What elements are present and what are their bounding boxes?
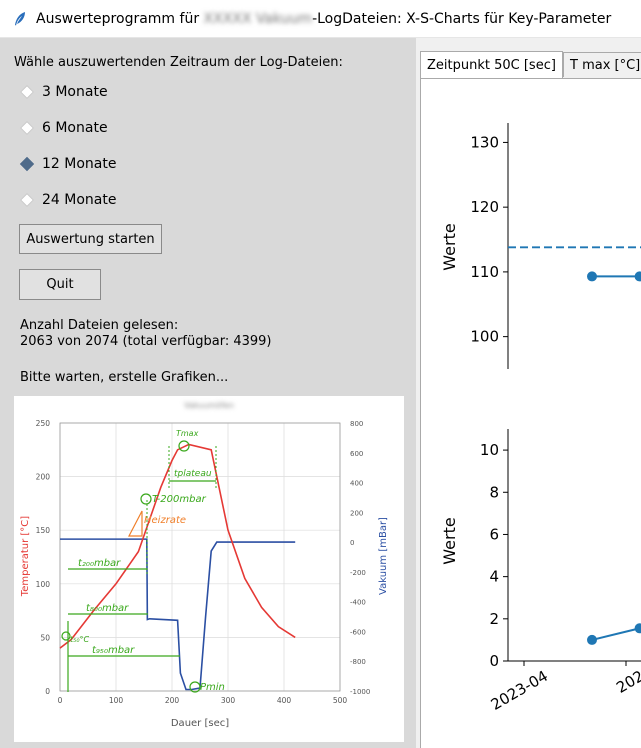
start-analysis-button[interactable]: Auswertung starten — [19, 224, 162, 254]
top-chart-y-label: Werte — [440, 223, 459, 270]
window-titlebar: Auswerteprogramm für XXXXX Vakuum-LogDat… — [0, 0, 641, 38]
radio-indicator[interactable] — [19, 192, 35, 208]
x-tick-label: 0 — [58, 696, 63, 705]
top-chart-point — [587, 271, 597, 282]
radio-label: 12 Monate — [42, 156, 117, 172]
y-tick-label: 6 — [489, 525, 499, 543]
y-tick-label: 0 — [489, 652, 499, 670]
control-panel: Wähle auszuwertenden Zeitraum der Log-Da… — [0, 38, 416, 748]
tab-t-max[interactable]: T max [°C] — [563, 52, 641, 77]
y-tick-label: 2 — [489, 610, 499, 628]
bottom-chart-y-label: Werte — [440, 517, 459, 564]
y-left-tick-label: 50 — [40, 633, 50, 642]
annotation-circle — [189, 681, 201, 693]
feather-icon — [15, 11, 25, 25]
y-right-tick-label: 800 — [350, 420, 363, 428]
x-tick-label: 100 — [109, 696, 124, 705]
radio-label: 3 Monate — [42, 84, 108, 100]
reference-plot-ticks: 0 100 200 300 400 500 0 50 100 150 200 250 -1000 -800… — [36, 419, 371, 705]
annotation-heizrate-text: Heizrate — [144, 515, 186, 526]
radio-12-monate[interactable]: 12 Monate — [19, 156, 117, 172]
top-chart-ticks: 130 120 110 100 — [470, 133, 508, 346]
annotation-tmax-text: Tmax — [176, 429, 199, 438]
y-right-tick-label: 400 — [350, 480, 363, 488]
chart-notebook: Zeitpunkt 50C [sec] T max [°C] 130 120 110… — [416, 38, 641, 748]
y-right-tick-label: 200 — [350, 509, 363, 517]
files-read-value: 2063 von 2074 (total verfügbar: 4399) — [20, 334, 272, 349]
reference-plot-svg: Vakuumöfen 0 100 200 300 400 500 0 50 100 150 200 2… — [20, 401, 389, 729]
radio-3-monate[interactable]: 3 Monate — [19, 84, 108, 100]
y-tick-label: 120 — [470, 198, 499, 216]
radio-label: 6 Monate — [42, 120, 108, 136]
y-left-tick-label: 200 — [36, 473, 51, 482]
x-tick-label: 500 — [333, 696, 348, 705]
y-right-tick-label: -1000 — [350, 688, 370, 696]
tab-panel: 130 120 110 100 Werte 10 8 6 4 2 0 Werte 2023-04… — [420, 78, 641, 748]
bottom-chart-point — [634, 623, 641, 634]
x-tick-label: 400 — [277, 696, 292, 705]
y-left-tick-label: 150 — [36, 526, 51, 535]
y-tick-label: 100 — [470, 328, 499, 346]
annotation-t50-text: t₅₀°C — [70, 635, 90, 644]
radio-indicator[interactable] — [19, 84, 35, 100]
top-chart-series-line — [592, 275, 641, 278]
y-right-tick-label: 0 — [350, 539, 354, 547]
annotation-circle — [61, 631, 71, 641]
reference-y-right-label: Vakuum [mBar] — [378, 517, 389, 595]
quit-button[interactable]: Quit — [19, 269, 101, 300]
y-tick-label: 8 — [489, 483, 499, 501]
reference-x-axis-label: Dauer [sec] — [171, 718, 229, 729]
y-right-tick-label: -200 — [350, 569, 366, 577]
top-chart-point — [634, 271, 641, 282]
reference-process-plot: Vakuumöfen 0 100 200 300 400 500 0 50 100 150 200 2… — [14, 396, 404, 742]
period-prompt: Wähle auszuwertenden Zeitraum der Log-Da… — [14, 55, 343, 70]
y-right-tick-label: 600 — [350, 450, 363, 458]
annotation-plateau-text: tplateau — [174, 469, 212, 479]
radio-label: 24 Monate — [42, 192, 117, 208]
y-tick-label: 10 — [480, 441, 499, 459]
top-chart-points — [587, 271, 641, 282]
annotation-t950-text: t₉₅₀mbar — [92, 645, 135, 656]
annotation-circle — [140, 493, 152, 505]
annotation-circle — [178, 440, 190, 452]
annotation-t200-temp-text: T-200mbar — [152, 494, 207, 505]
radio-6-monate[interactable]: 6 Monate — [19, 120, 108, 136]
vacuum-curve — [60, 538, 296, 691]
annotation-pmin-text: Pmin — [200, 682, 225, 693]
tab-zeitpunkt-50c[interactable]: Zeitpunkt 50C [sec] — [420, 51, 563, 78]
y-tick-label: 130 — [470, 133, 499, 151]
x-tick-label-2023-04: 2023-04 — [488, 667, 551, 714]
radio-indicator[interactable] — [19, 156, 35, 172]
reference-y-left-label: Temperatur [°C] — [20, 516, 31, 597]
x-tick-label: 300 — [221, 696, 236, 705]
y-right-tick-label: -800 — [350, 658, 366, 666]
window-title-redacted: XXXXX Vakuum — [203, 10, 313, 27]
xs-chart-svg: 130 120 110 100 Werte 10 8 6 4 2 0 Werte 2023-04… — [440, 123, 641, 714]
annotation-layer: t₂₀₀mbar t₈₀₀mbar t₉₅₀mbar t₅₀°C tplatea… — [61, 429, 225, 693]
bottom-chart-point — [587, 634, 597, 645]
reference-plot-frame — [59, 422, 341, 692]
reference-plot-title: Vakuumöfen — [184, 401, 234, 410]
x-tick-label-next: 202 — [613, 667, 641, 697]
y-right-tick-label: -400 — [350, 599, 366, 607]
radio-indicator[interactable] — [19, 120, 35, 136]
bottom-chart-points — [587, 623, 641, 645]
annotation-t800-text: t₈₀₀mbar — [86, 603, 129, 614]
x-tick-label: 200 — [165, 696, 180, 705]
y-left-tick-label: 100 — [36, 580, 51, 589]
wait-message: Bitte warten, erstelle Grafiken... — [20, 370, 229, 385]
y-left-tick-label: 0 — [45, 687, 50, 696]
window-title: Auswerteprogramm für XXXXX Vakuum-LogDat… — [36, 10, 612, 27]
annotation-t200-text: t₂₀₀mbar — [78, 558, 121, 569]
bottom-chart-series-line — [591, 627, 641, 641]
radio-24-monate[interactable]: 24 Monate — [19, 192, 117, 208]
temperature-curve — [59, 443, 296, 649]
annotation-heizrate-triangle — [128, 510, 143, 537]
y-left-tick-label: 250 — [36, 419, 51, 428]
y-tick-label: 4 — [489, 568, 499, 586]
files-read-label: Anzahl Dateien gelesen: — [20, 318, 179, 333]
y-right-tick-label: -600 — [350, 628, 366, 636]
bottom-chart-ticks: 10 8 6 4 2 0 — [480, 441, 508, 670]
y-tick-label: 110 — [470, 263, 499, 281]
